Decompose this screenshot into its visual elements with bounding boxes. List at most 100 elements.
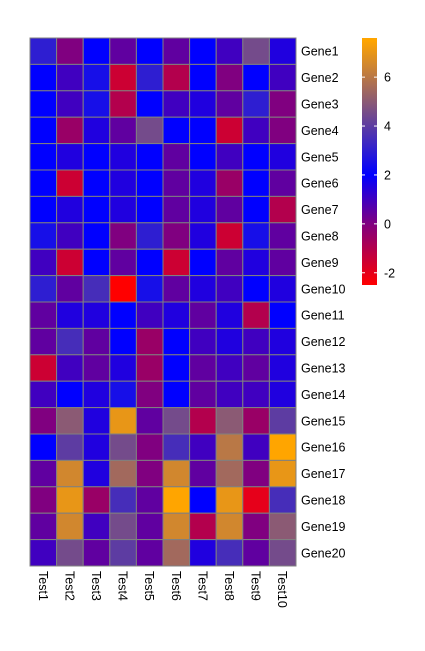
heatmap-cell xyxy=(215,222,244,250)
heatmap-cell xyxy=(135,433,164,461)
heatmap-cell xyxy=(135,354,164,382)
heatmap-cell xyxy=(109,380,137,409)
heatmap-cell xyxy=(162,90,191,118)
column-label: Test2 xyxy=(62,571,76,601)
heatmap-cell xyxy=(29,512,58,541)
heatmap-cell xyxy=(189,486,217,514)
heatmap-cell xyxy=(29,433,58,461)
heatmap-cell xyxy=(162,354,191,382)
row-label: Gene5 xyxy=(301,150,339,164)
heatmap-cell xyxy=(82,539,111,567)
heatmap-cell xyxy=(268,486,297,514)
heatmap-cell xyxy=(56,433,84,461)
heatmap-cell xyxy=(268,143,297,171)
heatmap-cell xyxy=(189,275,217,303)
heatmap-cell xyxy=(162,116,191,145)
heatmap-cell xyxy=(135,222,164,250)
heatmap-cell xyxy=(162,275,191,303)
heatmap-cell xyxy=(56,143,84,171)
legend-tick-label: 2 xyxy=(384,168,391,182)
heatmap-cell xyxy=(135,90,164,118)
heatmap-cell xyxy=(135,63,164,92)
heatmap-cell xyxy=(242,301,270,329)
heatmap-cell xyxy=(135,169,164,197)
heatmap-cell xyxy=(109,539,137,567)
heatmap-cell xyxy=(109,63,137,92)
heatmap-cell xyxy=(189,90,217,118)
heatmap-cell xyxy=(82,275,111,303)
heatmap-cell xyxy=(109,275,137,303)
heatmap-cell xyxy=(135,486,164,514)
heatmap-cell xyxy=(162,37,191,65)
heatmap-cell xyxy=(109,222,137,250)
row-label: Gene7 xyxy=(301,203,339,217)
heatmap-cell xyxy=(268,407,297,435)
row-label: Gene1 xyxy=(301,45,339,59)
heatmap-cell xyxy=(268,327,297,356)
heatmap-cell xyxy=(215,301,244,329)
heatmap-cell xyxy=(82,354,111,382)
heatmap-cell xyxy=(215,143,244,171)
heatmap-cell xyxy=(242,63,270,92)
heatmap-cell xyxy=(242,37,270,65)
heatmap-cell xyxy=(215,195,244,224)
heatmap-cell xyxy=(29,459,58,488)
heatmap-cell xyxy=(215,116,244,145)
heatmap-cells xyxy=(29,37,297,567)
heatmap-cell xyxy=(268,459,297,488)
heatmap-cell xyxy=(242,327,270,356)
heatmap-cell xyxy=(162,433,191,461)
heatmap-cell xyxy=(189,143,217,171)
heatmap-cell xyxy=(135,380,164,409)
heatmap-cell xyxy=(109,248,137,277)
heatmap-cell xyxy=(109,195,137,224)
heatmap-cell xyxy=(215,90,244,118)
heatmap-cell xyxy=(268,248,297,277)
legend-ticks: -2 0 2 4 6 xyxy=(362,71,395,280)
row-labels: Gene1 Gene2 Gene3 Gene4 Gene5 Gene6 Gene7 Gene8… xyxy=(301,45,346,561)
heatmap-cell xyxy=(82,37,111,65)
row-label: Gene11 xyxy=(301,309,345,323)
heatmap-cell xyxy=(56,275,84,303)
row-label: Gene4 xyxy=(301,124,339,138)
heatmap-cell xyxy=(215,169,244,197)
heatmap-cell xyxy=(162,301,191,329)
row-label: Gene15 xyxy=(301,414,346,428)
heatmap-cell xyxy=(135,407,164,435)
heatmap-cell xyxy=(135,275,164,303)
heatmap-cell xyxy=(56,539,84,567)
heatmap-cell xyxy=(189,195,217,224)
row-label: Gene18 xyxy=(301,494,346,508)
heatmap-cell xyxy=(215,37,244,65)
heatmap-cell xyxy=(56,37,84,65)
heatmap-cell xyxy=(242,407,270,435)
heatmap-cell xyxy=(162,539,191,567)
heatmap-cell xyxy=(242,512,270,541)
heatmap-cell xyxy=(162,407,191,435)
heatmap-cell xyxy=(135,37,164,65)
heatmap-cell xyxy=(29,327,58,356)
heatmap-cell xyxy=(82,143,111,171)
heatmap-cell xyxy=(109,512,137,541)
heatmap-cell xyxy=(29,143,58,171)
row-label: Gene12 xyxy=(301,335,346,349)
heatmap-cell xyxy=(215,512,244,541)
heatmap-cell xyxy=(189,301,217,329)
heatmap-cell xyxy=(268,354,297,382)
heatmap-cell xyxy=(29,539,58,567)
heatmap-cell xyxy=(268,301,297,329)
heatmap-cell xyxy=(29,169,58,197)
heatmap-cell xyxy=(242,380,270,409)
heatmap-cell xyxy=(268,90,297,118)
heatmap-cell xyxy=(109,37,137,65)
heatmap-cell xyxy=(215,407,244,435)
heatmap-cell xyxy=(29,222,58,250)
heatmap-cell xyxy=(242,90,270,118)
heatmap-cell xyxy=(162,63,191,92)
heatmap-cell xyxy=(189,169,217,197)
heatmap-cell xyxy=(135,327,164,356)
heatmap-cell xyxy=(29,116,58,145)
row-label: Gene20 xyxy=(301,546,346,560)
